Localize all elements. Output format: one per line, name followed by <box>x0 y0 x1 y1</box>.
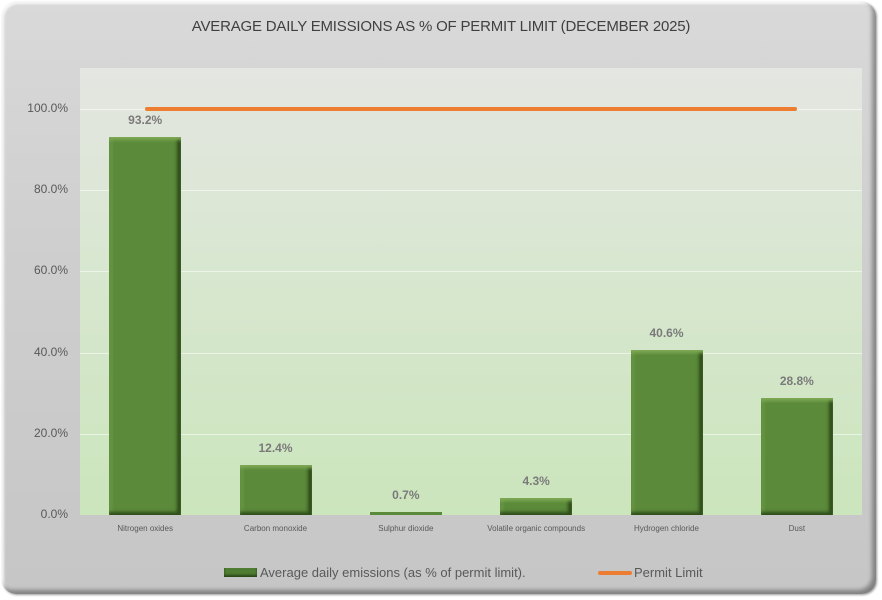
plot-area <box>80 68 862 515</box>
x-tick-label: Sulphur dioxide <box>378 524 434 533</box>
data-label: 0.7% <box>392 488 420 503</box>
y-tick-label: 0.0% <box>40 507 68 521</box>
data-label: 12.4% <box>258 440 293 455</box>
bar <box>369 512 442 515</box>
bar <box>630 350 703 515</box>
legend-bar-swatch-icon <box>224 568 257 577</box>
legend-bar-label: Average daily emissions (as % of permit … <box>260 565 526 580</box>
y-tick-label: 100.0% <box>27 101 68 115</box>
y-tick-label: 60.0% <box>33 263 68 278</box>
y-tick-label: 20.0% <box>33 425 68 440</box>
bar <box>500 497 573 515</box>
y-tick-label: 40.0% <box>33 344 68 359</box>
gridline <box>80 190 862 192</box>
x-tick-label: Carbon monoxide <box>243 524 308 533</box>
bar <box>239 464 312 515</box>
bar <box>760 398 833 515</box>
data-label: 28.8% <box>779 374 814 389</box>
legend-line-label: Permit Limit <box>634 565 703 580</box>
data-label: 4.3% <box>522 473 550 488</box>
data-label: 93.2% <box>128 112 163 127</box>
y-tick-label: 80.0% <box>33 182 68 197</box>
gridline <box>80 271 862 273</box>
legend-line-swatch-icon <box>598 571 632 575</box>
x-tick-label: Nitrogen oxides <box>117 524 173 533</box>
x-tick-label: Volatile organic compounds <box>487 524 586 533</box>
x-tick-label: Hydrogen chloride <box>634 524 699 533</box>
gridline <box>80 433 862 435</box>
bar <box>109 136 182 515</box>
chart-title: AVERAGE DAILY EMISSIONS AS % OF PERMIT L… <box>191 18 691 35</box>
data-label: 40.6% <box>649 326 684 341</box>
gridline <box>80 352 862 354</box>
x-tick-label: Dust <box>788 524 806 533</box>
permit-limit-line <box>145 107 797 111</box>
